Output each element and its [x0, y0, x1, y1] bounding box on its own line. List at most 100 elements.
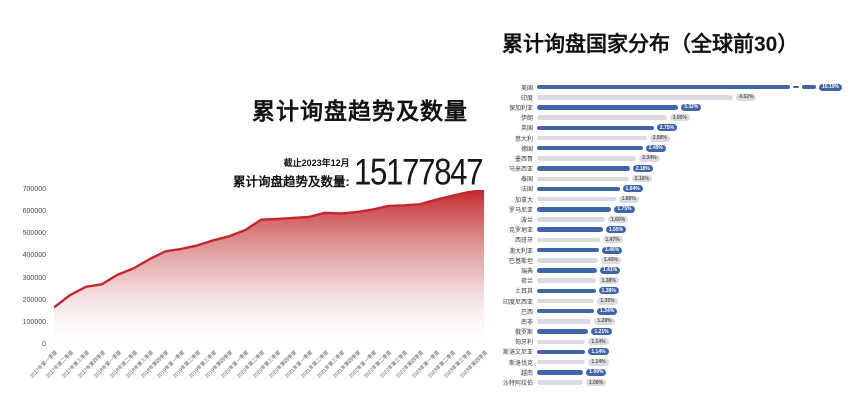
bar	[537, 370, 584, 375]
bar-row: 保加利亚 3.32%	[493, 102, 849, 112]
y-axis-tick-label: 600000	[22, 208, 46, 216]
bar-value-pill: 2.75%	[656, 124, 678, 132]
bar	[537, 105, 679, 110]
y-axis-tick-label: 500000	[22, 230, 46, 238]
bar	[537, 207, 612, 212]
country-label: 德国	[520, 146, 533, 153]
country-label: 澳大利亚	[508, 248, 533, 255]
bar-row: 越南 1.09%	[493, 367, 849, 377]
country-label: 瑞典	[520, 268, 533, 275]
country-label: 美国	[520, 85, 533, 92]
bar	[537, 125, 654, 131]
bar	[537, 176, 629, 182]
bar-row: 意大利 2.58%	[493, 133, 849, 143]
bar-row: 澳大利亚 1.46%	[493, 245, 849, 255]
stat-as-of-caption: 截止2023年12月	[283, 158, 350, 168]
country-label: 罗马尼亚	[508, 207, 533, 214]
bar	[537, 319, 592, 324]
area-fill	[54, 190, 484, 345]
bar	[537, 217, 605, 222]
bar-value-pill: 1.09%	[586, 368, 607, 376]
bar	[537, 308, 594, 314]
country-label: 法国	[520, 187, 533, 194]
bar-value-pill: 1.55%	[605, 226, 627, 234]
country-label: 荷兰	[520, 279, 533, 286]
bar	[537, 359, 586, 365]
y-axis-tick-label: 300000	[22, 274, 46, 282]
country-label: 意大利	[514, 136, 533, 143]
bar	[537, 278, 596, 283]
bar	[537, 380, 583, 385]
bar-value-pill: 2.34%	[639, 154, 660, 162]
bar-row: 英国 2.75%	[493, 123, 849, 133]
bar-value-pill: 1.14%	[588, 348, 609, 356]
y-axis-tick-label: 200000	[22, 296, 46, 304]
y-axis-tick-label: 0	[42, 341, 46, 348]
bar	[537, 84, 790, 90]
bar-value-pill: 1.34%	[597, 307, 618, 315]
country-label: 波兰	[520, 218, 533, 225]
bar-value-pill: 2.18%	[632, 165, 653, 173]
left-chart-title: 累计询盘趋势及数量	[252, 98, 468, 124]
y-axis-tick-label: 700000	[22, 186, 46, 193]
bar	[537, 268, 597, 273]
bar-row: 巴基斯坦 1.43%	[493, 255, 849, 265]
bar-value-pill: 1.14%	[588, 358, 609, 366]
bar-row: 斯洛文尼亚 1.14%	[493, 347, 849, 357]
bar-value-pill: 2.58%	[649, 134, 670, 142]
bar-row: 南非 1.28%	[493, 316, 849, 326]
bar-value-pill: 2.49%	[645, 144, 666, 152]
bar	[537, 145, 643, 151]
bar-value-pill: 1.47%	[602, 236, 623, 244]
country-label: 马来西亚	[508, 167, 533, 174]
bar-row: 克罗地亚 1.55%	[493, 225, 849, 235]
bar	[537, 237, 600, 243]
bar-row: 马来西亚 2.18%	[493, 164, 849, 174]
bar	[537, 166, 630, 171]
axis-break-dash	[793, 86, 799, 88]
bar-row: 波兰 1.60%	[493, 214, 849, 224]
bar-row: 加拿大 1.85%	[493, 194, 849, 204]
bar-row: 斯洛伐克 1.14%	[493, 357, 849, 367]
bar-value-pill: 1.60%	[608, 216, 629, 224]
bar-row: 法国 1.94%	[493, 184, 849, 194]
bar-row: 匈牙利 1.14%	[493, 337, 849, 347]
bar	[537, 288, 596, 294]
bar-value-pill: 10.19%	[819, 83, 842, 91]
bar-row: 德国 2.49%	[493, 143, 849, 153]
bar-row: 西班牙 1.47%	[493, 235, 849, 245]
bar-row: 沙特阿拉伯 1.08%	[493, 377, 849, 387]
bar	[537, 247, 599, 253]
country-label: 西班牙	[514, 238, 533, 245]
stat-total-value: 15177847	[353, 152, 484, 194]
bar-value-pill: 1.43%	[600, 256, 621, 264]
bar-value-pill: 1.46%	[602, 246, 623, 254]
country-label: 泰国	[520, 177, 533, 184]
bar-row: 俄罗斯 1.21%	[493, 327, 849, 337]
bar-row: 瑞典 1.41%	[493, 265, 849, 275]
bar-value-pill: 1.38%	[598, 277, 619, 285]
y-axis-tick-label: 100000	[22, 318, 46, 326]
bar-value-pill: 1.41%	[599, 266, 621, 274]
country-label: 匈牙利	[514, 340, 533, 347]
country-label: 巴基斯坦	[508, 258, 533, 265]
bar-value-pill: 1.35%	[597, 297, 618, 305]
bar-value-pill: 1.75%	[614, 205, 635, 213]
bar-row: 罗马尼亚 1.75%	[493, 204, 849, 214]
bar-value-pill: 3.05%	[669, 114, 690, 122]
country-label: 墨西哥	[514, 156, 533, 163]
country-bar-chart: 美国 10.19% 印度 4.62% 保加利亚 3.32% 伊朗 3.05% 英国 2.75% 意大…	[493, 82, 849, 388]
country-label: 巴西	[520, 309, 533, 316]
bar-row: 泰国 2.16%	[493, 174, 849, 184]
y-axis-tick-label: 400000	[22, 252, 46, 260]
bar-row: 美国 10.19%	[493, 82, 849, 92]
bar	[537, 186, 620, 192]
bar-row: 印度尼西亚 1.35%	[493, 296, 849, 306]
area-trend-line	[54, 190, 484, 309]
stat-texts: 截止2023年12月 累计询盘趋势及数量:	[233, 156, 350, 190]
bar	[537, 227, 603, 232]
bar	[537, 135, 647, 141]
bar-row: 墨西哥 2.34%	[493, 153, 849, 163]
bar-value-pill: 1.85%	[618, 195, 639, 203]
